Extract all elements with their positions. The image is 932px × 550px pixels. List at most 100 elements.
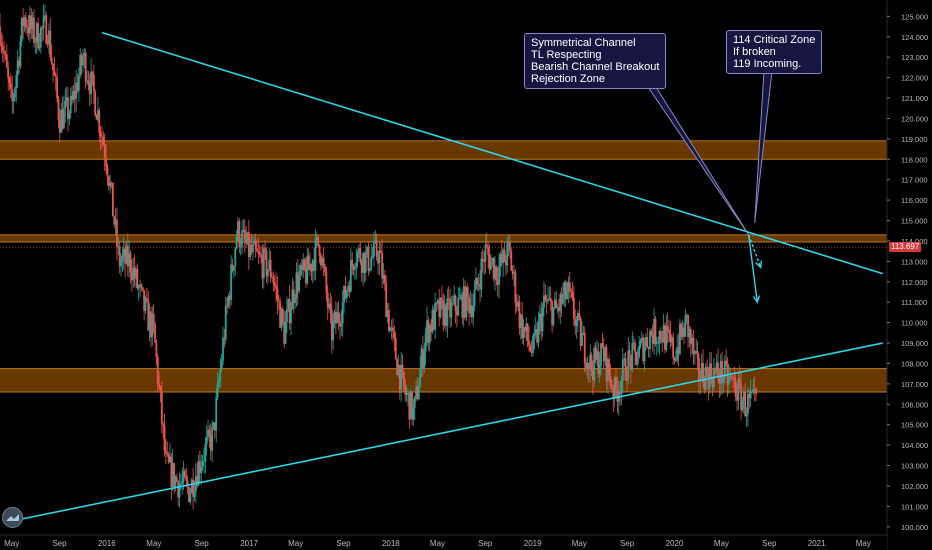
candle-body bbox=[412, 407, 415, 420]
candle-body bbox=[700, 362, 703, 380]
candle-body bbox=[680, 323, 683, 337]
candle-body bbox=[538, 313, 541, 321]
candle-body bbox=[751, 391, 753, 393]
candle-body bbox=[90, 71, 93, 95]
candle-body bbox=[600, 343, 602, 366]
candle-body bbox=[394, 337, 397, 360]
candle-body bbox=[631, 343, 634, 370]
candle-body bbox=[258, 252, 261, 255]
candle-body bbox=[114, 219, 117, 225]
annotation-symmetrical-channel[interactable]: Symmetrical Channel TL Respecting Bearis… bbox=[524, 33, 667, 89]
candle-body bbox=[169, 456, 171, 463]
candle-body bbox=[151, 313, 154, 338]
candle-body bbox=[407, 392, 409, 394]
y-tick-label: 112.000 bbox=[901, 278, 928, 287]
candle-body bbox=[343, 286, 345, 303]
candle-body bbox=[310, 264, 313, 272]
candle-body bbox=[458, 297, 461, 299]
candle-body bbox=[200, 466, 203, 473]
candle-body bbox=[753, 388, 756, 390]
candle-body bbox=[714, 369, 717, 371]
candle-body bbox=[393, 330, 396, 338]
candle-body bbox=[26, 27, 29, 29]
candle-body bbox=[484, 244, 487, 262]
candle-body bbox=[99, 132, 102, 137]
candle-body bbox=[101, 136, 103, 138]
candle-body bbox=[105, 157, 107, 167]
candle-body bbox=[446, 298, 449, 327]
candle-body bbox=[457, 298, 460, 316]
candle-body bbox=[489, 260, 492, 270]
candle-body bbox=[19, 41, 22, 67]
y-tick-label: 123.000 bbox=[901, 53, 928, 62]
candle-body bbox=[234, 248, 237, 267]
x-tick-label: Sep bbox=[336, 539, 351, 548]
candle-body bbox=[212, 422, 215, 427]
candle-body bbox=[464, 286, 466, 318]
supply-demand-zone bbox=[0, 234, 887, 242]
candle-body bbox=[205, 437, 208, 445]
candle-body bbox=[189, 492, 192, 503]
candle-body bbox=[237, 221, 239, 237]
candle-body bbox=[241, 231, 243, 247]
candle-body bbox=[438, 300, 441, 317]
y-tick-label: 106.000 bbox=[901, 400, 928, 409]
candle-body bbox=[409, 391, 412, 420]
candle-body bbox=[386, 309, 389, 318]
candle-body bbox=[392, 327, 394, 331]
candle-body bbox=[462, 286, 465, 318]
candle-body bbox=[288, 299, 291, 324]
candle-body bbox=[525, 323, 528, 332]
candle-body bbox=[747, 394, 749, 414]
candle-body bbox=[621, 359, 624, 381]
candle-body bbox=[58, 120, 61, 133]
candle-body bbox=[60, 109, 63, 133]
candle-body bbox=[178, 484, 181, 498]
candle-body bbox=[449, 298, 452, 318]
candle-body bbox=[639, 341, 642, 347]
candle-body bbox=[140, 284, 143, 288]
candle-body bbox=[305, 268, 307, 284]
candle-body bbox=[725, 360, 728, 364]
candle-body bbox=[396, 359, 398, 375]
candle-body bbox=[158, 383, 161, 387]
candle-body bbox=[585, 363, 587, 369]
candle-body bbox=[419, 368, 422, 388]
candle-body bbox=[381, 252, 384, 279]
candle-body bbox=[465, 287, 468, 318]
candle-body bbox=[745, 413, 748, 416]
candle-body bbox=[684, 315, 687, 337]
annotation-critical-zone[interactable]: 114 Critical Zone If broken 119 Incoming… bbox=[726, 30, 823, 74]
candle-body bbox=[245, 239, 248, 244]
candle-body bbox=[719, 360, 722, 384]
x-tick-label: May bbox=[4, 539, 19, 548]
candle-body bbox=[566, 291, 568, 300]
candle-body bbox=[514, 272, 517, 303]
candle-body bbox=[711, 379, 714, 388]
candle-body bbox=[15, 74, 18, 89]
candle-body bbox=[257, 251, 260, 253]
candle-body bbox=[665, 326, 668, 350]
candle-body bbox=[152, 313, 155, 324]
candle-body bbox=[204, 444, 207, 461]
candle-body bbox=[307, 255, 310, 270]
y-tick-label: 102.000 bbox=[901, 482, 928, 491]
tradingview-logo-icon[interactable] bbox=[2, 507, 23, 528]
candle-body bbox=[281, 308, 284, 322]
candle-body bbox=[443, 304, 446, 326]
candle-body bbox=[273, 282, 276, 286]
candle-body bbox=[159, 386, 162, 393]
candle-body bbox=[601, 343, 604, 349]
trendline bbox=[3, 342, 883, 524]
candle-body bbox=[744, 391, 747, 416]
candle-body bbox=[215, 397, 218, 431]
candle-body bbox=[547, 299, 549, 302]
candle-body bbox=[642, 337, 645, 362]
candle-body bbox=[69, 95, 72, 114]
candle-body bbox=[430, 324, 432, 333]
candle-body bbox=[222, 337, 224, 361]
candle-body bbox=[144, 297, 147, 311]
candle-body bbox=[411, 391, 413, 420]
